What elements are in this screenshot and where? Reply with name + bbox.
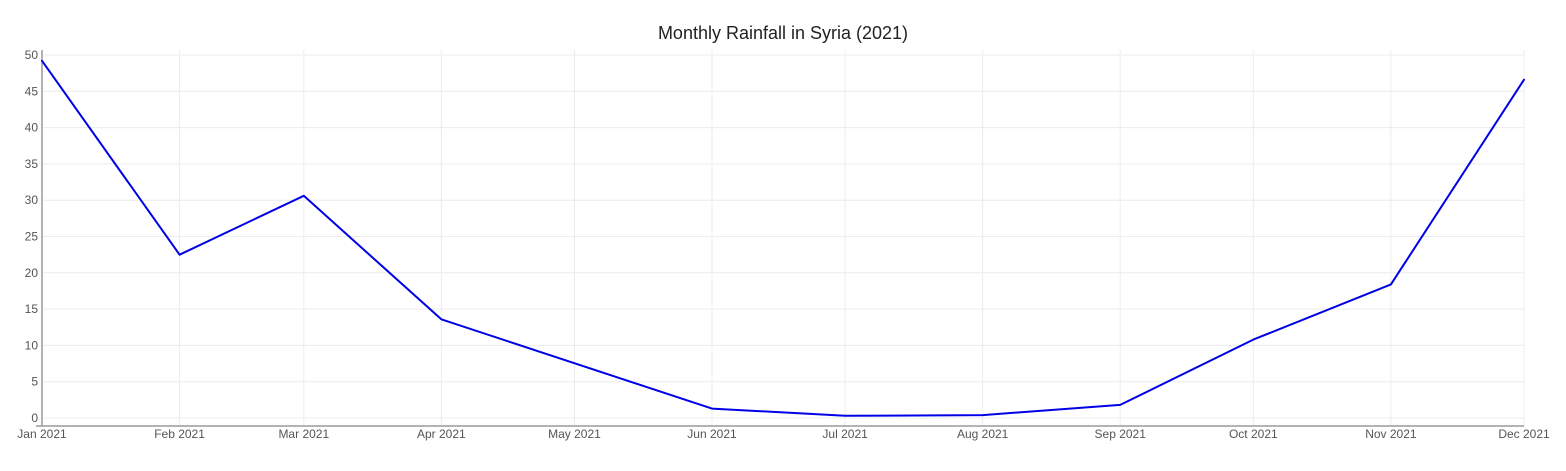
axes (36, 50, 1524, 427)
y-tick-label: 0 (31, 411, 38, 425)
data-point (1522, 78, 1526, 82)
chart-title: Monthly Rainfall in Syria (2021) (658, 23, 908, 43)
x-tick-label: Jan 2021 (17, 427, 67, 441)
x-tick-label: Oct 2021 (1229, 427, 1278, 441)
x-tick-label: Feb 2021 (154, 427, 205, 441)
x-tick-label: Aug 2021 (957, 427, 1009, 441)
data-point (710, 407, 714, 411)
data-point (178, 253, 182, 257)
data-point (302, 194, 306, 198)
x-tick-label: May 2021 (548, 427, 601, 441)
x-tick-label: Jul 2021 (822, 427, 868, 441)
y-tick-label: 40 (25, 121, 39, 135)
x-tick-label: Sep 2021 (1095, 427, 1147, 441)
y-tick-label: 45 (25, 84, 39, 98)
x-tick-label: Jun 2021 (687, 427, 737, 441)
data-point (40, 59, 44, 63)
rainfall-series-line (41, 59, 1525, 417)
x-tick-label: Dec 2021 (1498, 427, 1550, 441)
y-tick-label: 15 (25, 302, 39, 316)
series (40, 59, 1526, 418)
y-tick-label: 30 (25, 193, 39, 207)
y-tick-label: 35 (25, 157, 39, 171)
y-tick-label: 50 (25, 48, 39, 62)
data-point (981, 413, 985, 417)
tick-labels: 0 5 10 15 20 25 30 35 40 45 50 Jan 2021 Feb 2021 Mar … (17, 48, 1550, 441)
y-tick-label: 20 (25, 266, 39, 280)
grid (41, 50, 1525, 426)
data-point (1389, 282, 1393, 286)
y-tick-label: 10 (25, 338, 39, 352)
x-tick-label: Nov 2021 (1365, 427, 1417, 441)
data-point (1251, 338, 1255, 342)
x-tick-label: Mar 2021 (278, 427, 329, 441)
data-point (1118, 403, 1122, 407)
data-point (843, 414, 847, 418)
y-tick-label: 25 (25, 230, 39, 244)
y-tick-label: 5 (31, 375, 38, 389)
data-point (439, 317, 443, 321)
x-tick-label: Apr 2021 (417, 427, 466, 441)
